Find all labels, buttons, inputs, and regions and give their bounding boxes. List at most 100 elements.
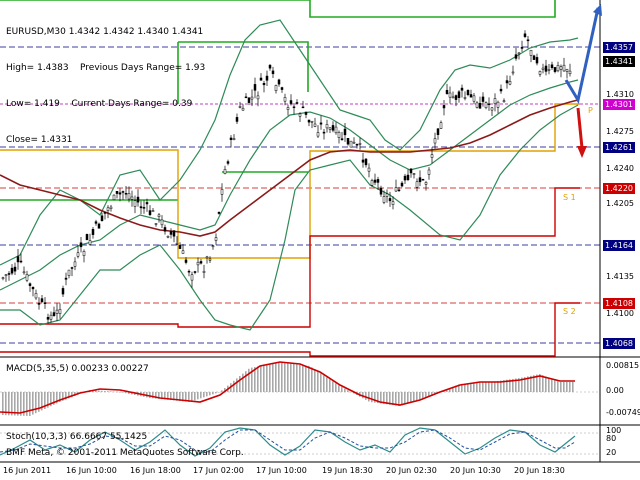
macd-bar bbox=[221, 390, 223, 392]
macd-bar bbox=[422, 392, 424, 399]
macd-bar bbox=[2, 392, 4, 416]
macd-bar bbox=[332, 381, 334, 392]
candle-body bbox=[46, 317, 50, 320]
candle-body bbox=[7, 273, 11, 275]
candle-body bbox=[538, 71, 542, 75]
macd-bar bbox=[41, 392, 43, 411]
macd-bar bbox=[185, 392, 187, 402]
candle-body bbox=[301, 106, 305, 109]
candle-body bbox=[235, 117, 239, 122]
candle-body bbox=[433, 138, 437, 144]
candle-body bbox=[460, 87, 464, 91]
macd-bar bbox=[572, 382, 574, 392]
candle-body bbox=[97, 223, 101, 229]
candle-body bbox=[430, 154, 434, 158]
candle-body bbox=[61, 288, 65, 295]
candle-body bbox=[229, 137, 233, 140]
macd-bar bbox=[419, 392, 421, 400]
macd-bar bbox=[242, 373, 244, 392]
candle-body bbox=[547, 69, 551, 71]
candle-body bbox=[283, 97, 287, 102]
macd-bar bbox=[281, 362, 283, 392]
macd-bar bbox=[506, 379, 508, 392]
candle-body bbox=[499, 88, 503, 92]
candle-body bbox=[370, 180, 374, 186]
candle-body bbox=[520, 47, 524, 49]
candle-body bbox=[289, 100, 293, 104]
candle-body bbox=[121, 191, 125, 193]
macd-bar bbox=[338, 385, 340, 392]
candle-body bbox=[388, 198, 392, 202]
macd-bar bbox=[527, 376, 529, 392]
candle-body bbox=[475, 102, 479, 108]
macd-bar bbox=[293, 363, 295, 392]
candle-body bbox=[250, 96, 254, 100]
macd-bar bbox=[530, 375, 532, 392]
macd-bar bbox=[266, 364, 268, 392]
candle-body bbox=[406, 174, 410, 181]
price-axis-label: 1.4275 bbox=[606, 127, 634, 136]
candle-body bbox=[178, 245, 182, 249]
macd-bar bbox=[371, 392, 373, 403]
time-axis-label: 17 Jun 10:00 bbox=[256, 466, 307, 475]
candle-body bbox=[211, 245, 215, 248]
macd-bar bbox=[341, 387, 343, 392]
macd-bar bbox=[182, 392, 184, 402]
macd-bar bbox=[551, 378, 553, 392]
candle-body bbox=[103, 212, 107, 214]
macd-bar bbox=[188, 392, 190, 402]
candle-body bbox=[232, 138, 236, 141]
macd-bar bbox=[95, 390, 97, 392]
macd-bar bbox=[68, 392, 70, 399]
candle-body bbox=[100, 215, 104, 221]
price-axis-label: 1.4100 bbox=[606, 309, 634, 318]
candle-body bbox=[445, 89, 449, 94]
candle-body bbox=[385, 193, 389, 197]
macd-bar bbox=[272, 363, 274, 392]
macd-bar bbox=[278, 362, 280, 392]
macd-bar bbox=[122, 392, 124, 393]
macd-bar bbox=[290, 363, 292, 392]
candle-body bbox=[31, 286, 35, 290]
macd-bar bbox=[395, 392, 397, 406]
macd-bar bbox=[377, 392, 379, 404]
macd-bar bbox=[350, 391, 352, 393]
candle-body bbox=[481, 96, 485, 102]
candle-body bbox=[76, 252, 80, 257]
candle-body bbox=[208, 258, 212, 261]
macd-bar bbox=[347, 390, 349, 392]
candle-body bbox=[457, 91, 461, 98]
macd-bar bbox=[38, 392, 40, 412]
candle-body bbox=[529, 50, 533, 56]
macd-signal-line bbox=[0, 361, 575, 414]
candle-body bbox=[490, 107, 494, 111]
macd-bar bbox=[485, 382, 487, 392]
macd-bar bbox=[320, 373, 322, 392]
candle-body bbox=[85, 234, 89, 241]
candle-body bbox=[517, 52, 521, 55]
candle-body bbox=[562, 64, 566, 72]
macd-bar bbox=[446, 389, 448, 392]
macd-bar bbox=[35, 392, 37, 414]
macd-bar bbox=[206, 392, 208, 397]
candle-body bbox=[187, 270, 191, 273]
forecast-arrow-down-head bbox=[577, 146, 587, 158]
macd-bar bbox=[155, 392, 157, 399]
candle-body bbox=[346, 138, 350, 145]
candle-body bbox=[340, 138, 344, 141]
candle-body bbox=[58, 309, 62, 314]
macd-bar bbox=[317, 371, 319, 392]
candle-body bbox=[55, 309, 59, 314]
candle-body bbox=[379, 188, 383, 195]
macd-bar bbox=[191, 392, 193, 402]
candle-body bbox=[280, 87, 284, 90]
candle-body bbox=[238, 106, 242, 108]
candle-body bbox=[298, 113, 302, 117]
macd-bar bbox=[416, 392, 418, 401]
candle-body bbox=[532, 55, 536, 60]
candle-body bbox=[175, 243, 179, 245]
macd-bar bbox=[380, 392, 382, 404]
macd-bar bbox=[116, 391, 118, 393]
macd-bar bbox=[476, 382, 478, 392]
